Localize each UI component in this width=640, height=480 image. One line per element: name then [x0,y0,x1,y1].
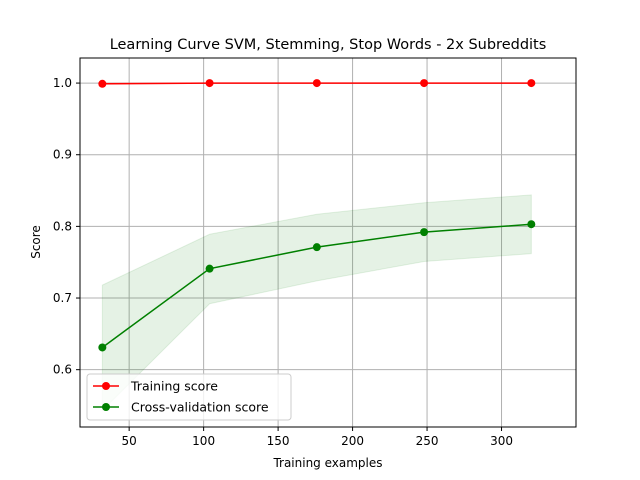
x-tick-label: 300 [490,434,513,448]
x-tick-label: 150 [267,434,290,448]
x-axis-ticks: 50 100 150 200 250 300 [122,427,513,448]
y-axis-ticks: 0.6 0.7 0.8 0.9 1.0 [53,76,80,377]
legend-entry-label: Cross-validation score [131,400,269,415]
y-axis-label: Score [29,225,43,259]
y-tick-label: 0.7 [53,291,72,305]
legend: Training score Cross-validation score [86,373,292,421]
x-tick-label: 50 [122,434,137,448]
y-tick-label: 0.9 [53,148,72,162]
x-tick-label: 250 [416,434,439,448]
y-tick-label: 0.8 [53,219,72,233]
plot-frame [79,57,577,428]
x-tick-label: 200 [341,434,364,448]
series-0-point [420,79,429,88]
series-0-point [205,79,214,88]
x-tick-label: 100 [192,434,215,448]
series-1-point [98,343,107,352]
series-points [98,79,536,352]
series-1-point [420,228,429,237]
series-1-band [101,194,532,412]
y-tick-label: 1.0 [53,76,72,90]
series-0-point [98,79,107,88]
x-axis-label: Training examples [272,456,382,470]
legend-swatch-marker [102,382,110,390]
legend-box [86,373,292,421]
y-tick-label: 0.6 [53,363,72,377]
legend-swatch-marker [102,403,110,411]
series-0-point [527,79,536,88]
series-1-point [312,243,321,252]
chart-title: Learning Curve SVM, Stemming, Stop Words… [110,37,547,53]
series-0-point [312,79,321,88]
legend-entry-label: Training score [130,379,218,394]
series-1-point [205,264,214,273]
series-1-point [527,220,536,229]
